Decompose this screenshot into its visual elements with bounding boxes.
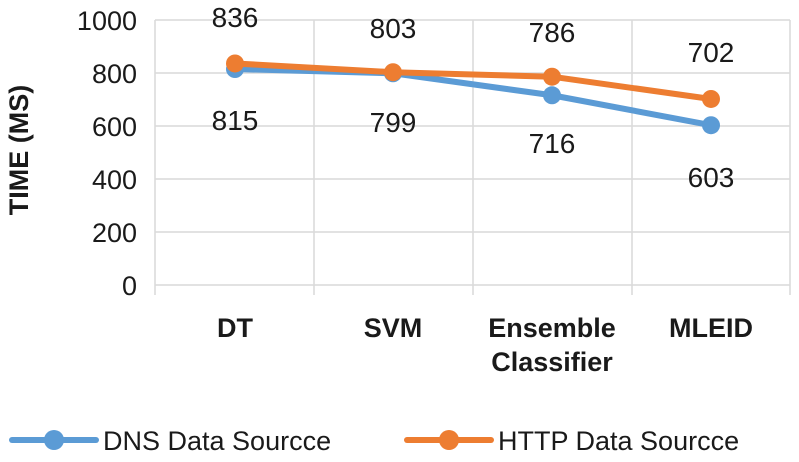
data-label: 786 [529, 17, 576, 48]
series-line [232, 66, 714, 129]
x-category-label: SVM [364, 313, 423, 343]
data-point[interactable] [543, 86, 561, 105]
data-label: 836 [212, 2, 259, 33]
legend-marker-swatch [439, 430, 459, 450]
x-axis-category-labels: DT SVM Ensemble Classifier MLEID [217, 313, 753, 377]
data-point[interactable] [226, 54, 244, 73]
y-tick-label: 200 [92, 218, 137, 248]
y-tick-label: 800 [92, 59, 137, 89]
legend-marker-swatch [44, 430, 64, 450]
legend-item-dns[interactable]: DNS Data Sourcce [9, 426, 331, 456]
data-label: 815 [212, 105, 259, 136]
x-category-label: MLEID [669, 313, 753, 343]
x-category-label: DT [217, 313, 253, 343]
data-label: 702 [688, 37, 735, 68]
legend[interactable]: DNS Data Sourcce HTTP Data Sourcce [9, 426, 739, 456]
series-line [232, 60, 714, 102]
data-series [226, 54, 720, 135]
legend-label: DNS Data Sourcce [103, 426, 331, 456]
y-tick-label: 600 [92, 112, 137, 142]
series-http [226, 54, 720, 108]
y-tick-label: 1000 [77, 6, 137, 36]
y-tick-label: 0 [122, 271, 137, 301]
legend-label: HTTP Data Sourcce [498, 426, 739, 456]
y-axis-tick-labels: 0 200 400 600 800 1000 [77, 6, 137, 301]
data-label: 803 [370, 13, 417, 44]
data-point[interactable] [543, 67, 561, 86]
x-category-label: Ensemble Classifier [488, 313, 616, 377]
y-axis-title: TIME (MS) [4, 85, 34, 215]
data-label: 716 [529, 128, 576, 159]
data-label: 603 [688, 162, 735, 193]
data-point[interactable] [384, 63, 402, 82]
legend-item-http[interactable]: HTTP Data Sourcce [404, 426, 739, 456]
y-tick-label: 400 [92, 165, 137, 195]
data-label: 799 [370, 107, 417, 138]
data-point[interactable] [702, 116, 720, 135]
data-labels: 815 799 716 603 836 803 786 702 [212, 2, 735, 193]
data-point[interactable] [702, 89, 720, 108]
